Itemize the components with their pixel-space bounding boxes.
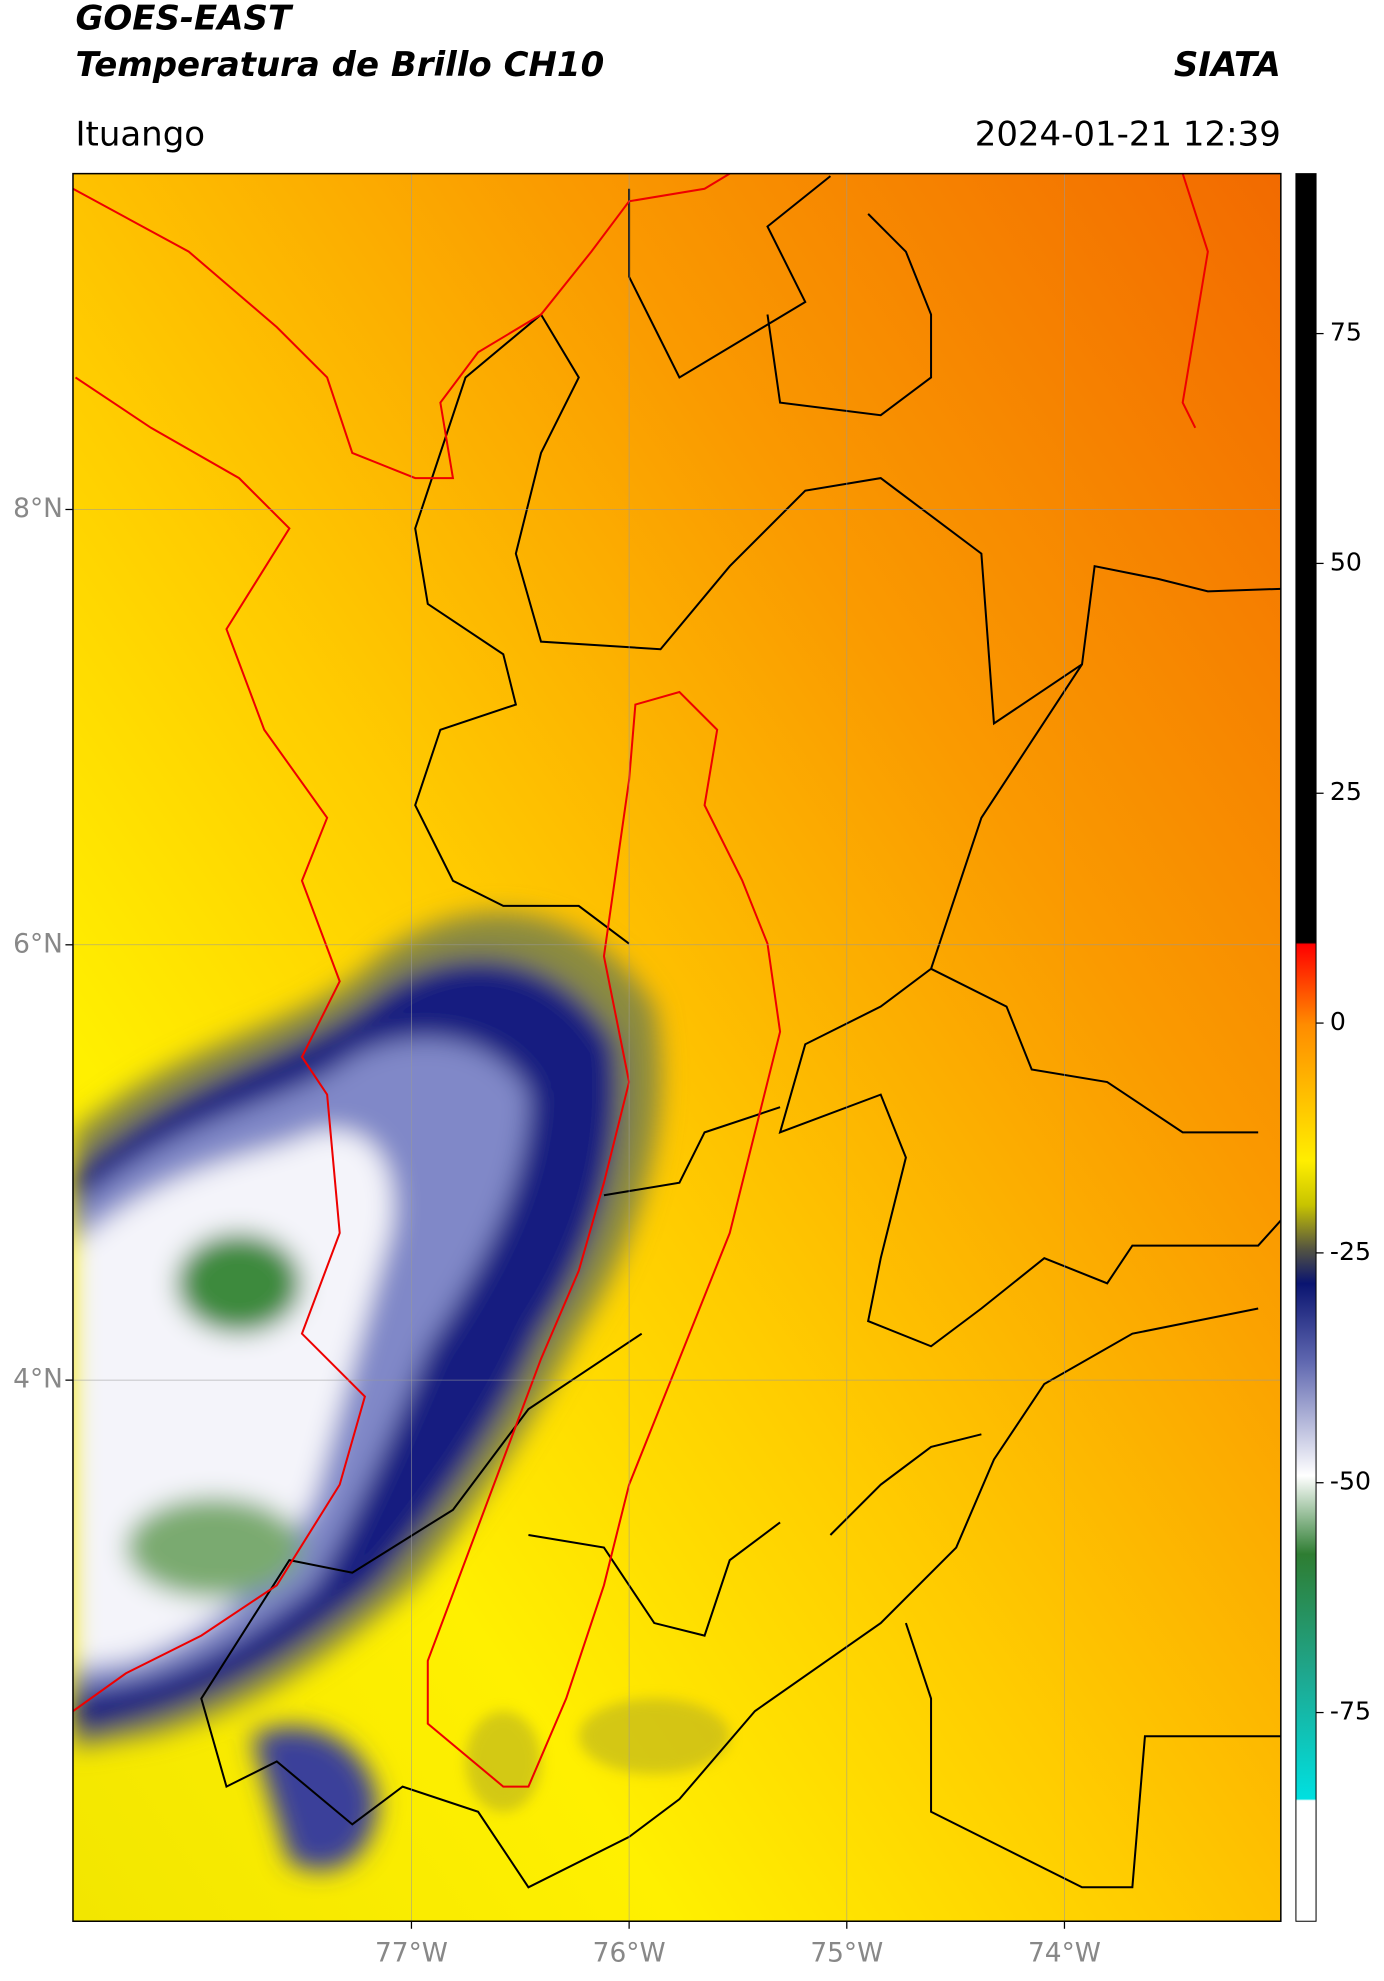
x-tick-label: 75°W (810, 1937, 883, 1968)
location: Ituango (75, 114, 205, 154)
colorbar-tick-label: 25 (1330, 777, 1362, 806)
admin-borders (200, 175, 1281, 1889)
y-tick-label: 6°N (13, 928, 63, 959)
map-frame (72, 172, 1282, 1922)
colorbar-tick-label: 50 (1330, 547, 1362, 576)
datetime: 2024-01-21 12:39 (975, 114, 1281, 154)
colorbar-tick-label: -75 (1330, 1697, 1371, 1726)
y-tick-label: 4°N (13, 1364, 63, 1395)
y-tick-label: 8°N (13, 493, 63, 524)
x-tick-label: 77°W (375, 1937, 448, 1968)
coastline-and-basin (72, 173, 1209, 1788)
title: GOES-EAST (75, 0, 293, 39)
colorbar-tick-label: 0 (1330, 1007, 1346, 1036)
subtitle: Temperatura de Brillo CH10 (75, 45, 604, 85)
x-tick-label: 76°W (593, 1937, 666, 1968)
colorbar-tick-label: -25 (1330, 1237, 1371, 1266)
grid (72, 173, 1281, 1922)
colorbar-tick-label: -50 (1330, 1467, 1371, 1496)
brand: SIATA (1174, 45, 1281, 85)
colorbar-tick-label: 75 (1330, 318, 1362, 347)
x-tick-label: 74°W (1028, 1937, 1101, 1968)
colorbar (1295, 173, 1317, 1922)
map-image (72, 173, 1281, 1922)
